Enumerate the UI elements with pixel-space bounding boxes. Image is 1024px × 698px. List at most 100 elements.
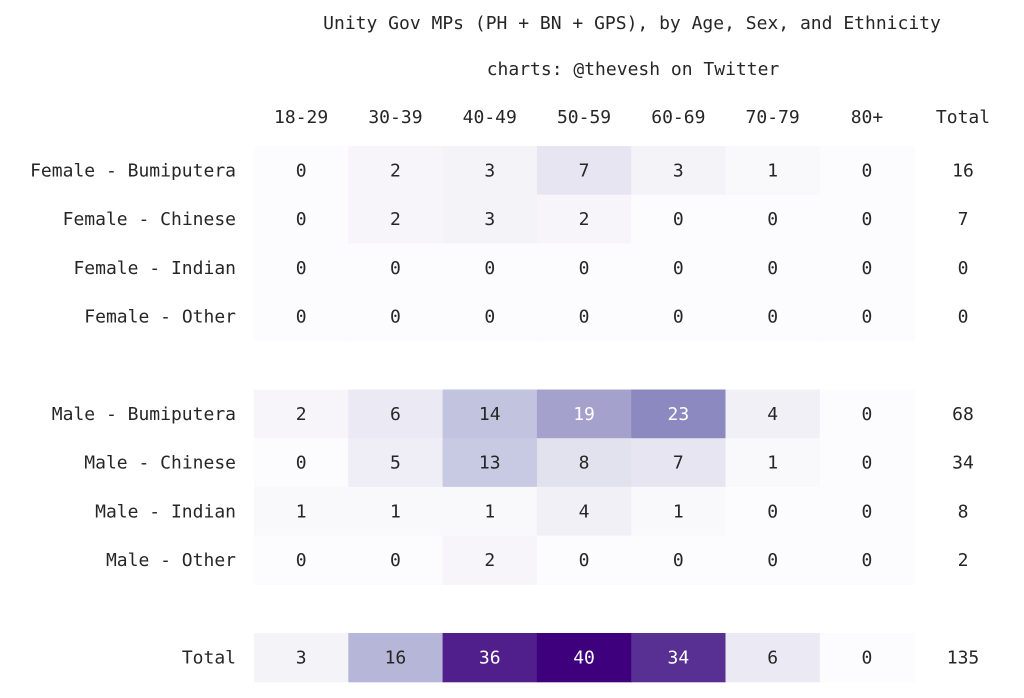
cell-value: 19 [573, 404, 595, 425]
heatmap-cell [819, 194, 915, 244]
cell-value: 2 [484, 550, 495, 571]
cell-value: 0 [484, 258, 495, 279]
heatmap-cell [348, 535, 444, 585]
heatmap-cell [348, 292, 444, 342]
heatmap-cell [254, 389, 349, 439]
cell-value: 2 [390, 160, 401, 181]
heatmap-cell [348, 194, 444, 244]
cell-value: 0 [579, 550, 590, 571]
cell-value: 7 [673, 453, 684, 474]
cell-value: 1 [484, 501, 495, 522]
heatmap-cell [819, 243, 915, 293]
cell-value: 0 [862, 647, 873, 668]
heatmap-cell [348, 389, 444, 439]
heatmap-cell [819, 438, 915, 488]
cell-value: 0 [862, 209, 873, 230]
cell-value: 6 [767, 647, 778, 668]
cell-value: 0 [673, 258, 684, 279]
heatmap-cell [442, 292, 538, 342]
heatmap-cell [536, 146, 632, 196]
cell-value: 4 [579, 501, 590, 522]
heatmap-cell [725, 535, 821, 585]
heatmap-cell [631, 194, 727, 244]
heatmap-cell [442, 633, 538, 683]
cell-value: 2 [579, 209, 590, 230]
heatmap-cell [819, 486, 915, 537]
column-header: 80+ [851, 107, 884, 128]
heatmap-cell [819, 292, 915, 342]
row-total: 2 [958, 550, 969, 571]
cell-value: 0 [579, 258, 590, 279]
cell-value: 1 [767, 160, 778, 181]
cell-value: 1 [390, 501, 401, 522]
column-header: 70-79 [746, 107, 800, 128]
row-total: 7 [958, 209, 969, 230]
row-labels: Female - Bumiputera Female - Chinese Femal… [30, 160, 236, 668]
cell-value: 5 [390, 453, 401, 474]
cell-value: 6 [390, 404, 401, 425]
heatmap-cell [442, 438, 538, 488]
heatmap-cell [631, 486, 727, 537]
heatmap-cell [348, 146, 444, 196]
heatmap-cell [254, 194, 349, 244]
heatmap-cell [631, 243, 727, 293]
heatmap-cell [254, 535, 349, 585]
cell-value: 3 [484, 209, 495, 230]
heatmap-cell [536, 194, 632, 244]
heatmap-cell [536, 243, 632, 293]
cell-value: 0 [862, 453, 873, 474]
row-total: 34 [952, 453, 974, 474]
heatmap-cell [536, 486, 632, 537]
cell-value: 36 [479, 647, 501, 668]
cell-value: 0 [390, 550, 401, 571]
row-label: Female - Bumiputera [30, 160, 236, 181]
row-label: Male - Other [106, 550, 236, 571]
heatmap-cell [254, 486, 349, 537]
cell-value: 34 [668, 647, 690, 668]
heatmap-cell [254, 633, 349, 683]
heatmap-cell [631, 633, 727, 683]
heatmap-cell [348, 486, 444, 537]
heatmap-cell [631, 438, 727, 488]
heatmap-cell [536, 633, 632, 683]
cell-value: 0 [767, 209, 778, 230]
row-total: 0 [958, 306, 969, 327]
column-header: 40-49 [463, 107, 517, 128]
cell-value: 14 [479, 404, 501, 425]
heatmap-cell [631, 292, 727, 342]
cell-value: 0 [296, 550, 307, 571]
cell-value: 0 [673, 550, 684, 571]
heatmap-cell [348, 243, 444, 293]
row-total: 68 [952, 404, 974, 425]
heatmap-cell [536, 535, 632, 585]
heatmap-cell [536, 438, 632, 488]
cell-value: 0 [767, 258, 778, 279]
row-label: Male - Chinese [84, 453, 236, 474]
row-total: 0 [958, 258, 969, 279]
cell-value: 40 [573, 647, 595, 668]
cell-value: 1 [767, 453, 778, 474]
cell-value: 0 [673, 209, 684, 230]
row-total: 135 [947, 647, 980, 668]
heatmap-cell [536, 292, 632, 342]
heatmap-cell [725, 486, 821, 537]
cell-value: 0 [390, 306, 401, 327]
heatmap-cell [536, 389, 632, 439]
cell-value: 0 [862, 258, 873, 279]
row-label: Female - Other [84, 306, 236, 327]
cell-value: 1 [673, 501, 684, 522]
heatmap-cell [819, 146, 915, 196]
row-label: Total [182, 647, 236, 668]
column-header: 30-39 [368, 107, 422, 128]
heatmap-cell [819, 535, 915, 585]
cell-value: 0 [296, 258, 307, 279]
heatmap-cell [348, 438, 444, 488]
heatmap-cell [819, 633, 915, 683]
cell-value: 2 [390, 209, 401, 230]
cell-value: 0 [390, 258, 401, 279]
cell-value: 3 [673, 160, 684, 181]
cell-value: 1 [296, 501, 307, 522]
heatmap-cell [254, 292, 349, 342]
row-label: Female - Chinese [63, 209, 236, 230]
cell-value: 16 [385, 647, 407, 668]
